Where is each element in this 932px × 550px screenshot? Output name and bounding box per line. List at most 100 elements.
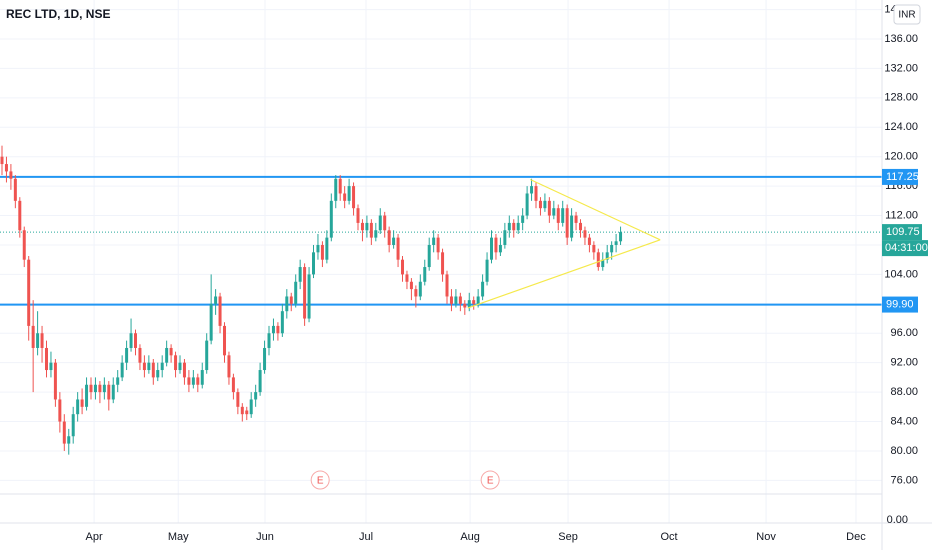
candle-body [138, 347, 142, 363]
candle-body [378, 215, 382, 231]
currency-button[interactable] [893, 4, 921, 25]
candle-body [547, 200, 551, 216]
y-tick-label: 76.00 [890, 474, 918, 486]
candle-body [401, 259, 405, 275]
candle-body [507, 222, 511, 231]
candle-body [289, 296, 293, 304]
y-tick-label: 104.00 [884, 268, 918, 280]
candle-body [240, 406, 244, 415]
candle-body [543, 200, 547, 209]
candle-body [107, 384, 111, 400]
candle-body [129, 333, 133, 348]
candle-body [45, 347, 49, 371]
candle-body [427, 244, 431, 268]
level-label: 99.90 [886, 298, 914, 310]
candle-body [454, 296, 458, 304]
candle-body [169, 347, 173, 356]
candle-body [405, 274, 409, 282]
candle-body [182, 362, 186, 378]
candle-body [231, 377, 235, 393]
candle-body [476, 296, 480, 304]
candle-body [218, 296, 222, 326]
candle-body [614, 241, 618, 245]
candle-body [458, 296, 462, 304]
candle-body [552, 208, 556, 216]
candle-body [619, 232, 623, 242]
candle-body [187, 377, 191, 385]
candle-body [409, 281, 413, 290]
x-tick-label: Jun [256, 531, 274, 543]
candle-body [271, 325, 275, 334]
y-tick-label: 96.00 [890, 327, 918, 339]
x-tick-label: May [168, 531, 189, 543]
candle-body [102, 384, 106, 393]
candle-body [258, 370, 262, 393]
candle-body [534, 186, 538, 201]
candle-body [516, 222, 520, 231]
candle-body [463, 303, 467, 308]
candle-body [325, 237, 329, 260]
candle-body [503, 230, 507, 245]
x-tick-label: Nov [756, 531, 776, 543]
countdown-box [882, 240, 928, 257]
candle-body [85, 384, 89, 407]
y-tick-label: 84.00 [890, 415, 918, 427]
candle-body [343, 193, 347, 201]
candle-body [512, 222, 516, 231]
candle-body [62, 421, 66, 444]
candle-body [49, 362, 53, 371]
candle-body [418, 281, 422, 297]
candle-body [298, 267, 302, 282]
trendline [529, 178, 661, 241]
candle-body [498, 244, 502, 253]
candle-body [156, 370, 160, 378]
candle-body [392, 237, 396, 245]
y-tick-label: 112.00 [885, 209, 918, 221]
candle-body [574, 215, 578, 223]
candle-body [383, 215, 387, 231]
candle-body [570, 215, 574, 238]
chart-title: REC LTD, 1D, NSE [6, 7, 110, 21]
candle-body [151, 362, 155, 378]
candle-body [285, 296, 289, 312]
candle-body [601, 259, 605, 268]
candle-body [214, 296, 218, 304]
candle-body [71, 414, 75, 437]
candle-body [178, 362, 182, 371]
volume-tick-label: 0.00 [887, 514, 908, 526]
candle-body [125, 347, 129, 363]
candle-body [481, 281, 485, 297]
grid [0, 0, 882, 523]
x-tick-label: Dec [846, 531, 866, 543]
candle-body [334, 178, 338, 201]
x-tick-label: Apr [86, 531, 103, 543]
candle-body [120, 362, 124, 378]
candle-body [9, 171, 13, 179]
candle-body [254, 392, 258, 400]
candle-body [521, 215, 525, 223]
currency-button-label[interactable]: INR [898, 10, 915, 21]
candle-body [320, 244, 324, 260]
y-tick-label: 136.00 [884, 33, 918, 45]
candle-body [579, 222, 583, 231]
candle-body [316, 244, 320, 253]
candle-body [360, 222, 364, 231]
earnings-marker [310, 470, 330, 490]
candle-body [587, 237, 591, 245]
candle-body [245, 410, 249, 415]
earnings-marker-label: E [317, 476, 324, 487]
y-tick-label: 128.00 [884, 92, 918, 104]
earnings-marker [480, 470, 500, 490]
candle-body [0, 156, 4, 165]
candle-body [294, 281, 298, 304]
candle-body [494, 237, 498, 253]
candle-body [472, 300, 476, 304]
candle-body [490, 237, 494, 260]
candle-body [347, 186, 351, 201]
candle-body [449, 296, 453, 304]
candle-body [165, 347, 169, 363]
candle-body [374, 230, 378, 238]
candle-body [209, 303, 213, 341]
